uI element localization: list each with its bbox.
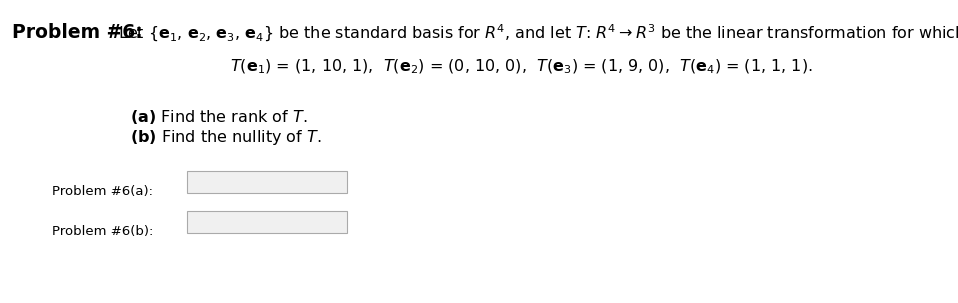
Text: Problem #6(a):: Problem #6(a):: [52, 185, 153, 198]
Text: $\mathbf{(b)}$ Find the nullity of $T$.: $\mathbf{(b)}$ Find the nullity of $T$.: [130, 128, 322, 147]
Bar: [187, 171, 347, 193]
Text: Let {$\mathbf{e}_1$, $\mathbf{e}_2$, $\mathbf{e}_3$, $\mathbf{e}_4$} be the stan: Let {$\mathbf{e}_1$, $\mathbf{e}_2$, $\m…: [113, 23, 958, 44]
Bar: [187, 211, 347, 233]
Text: $T(\mathbf{e}_1)$ = (1, 10, 1),  $T(\mathbf{e}_2)$ = (0, 10, 0),  $T(\mathbf{e}_: $T(\mathbf{e}_1)$ = (1, 10, 1), $T(\math…: [230, 58, 812, 76]
Text: Problem #6(b):: Problem #6(b):: [52, 225, 153, 238]
Text: Problem #6:: Problem #6:: [12, 23, 143, 42]
Text: $\mathbf{(a)}$ Find the rank of $T$.: $\mathbf{(a)}$ Find the rank of $T$.: [130, 108, 308, 126]
